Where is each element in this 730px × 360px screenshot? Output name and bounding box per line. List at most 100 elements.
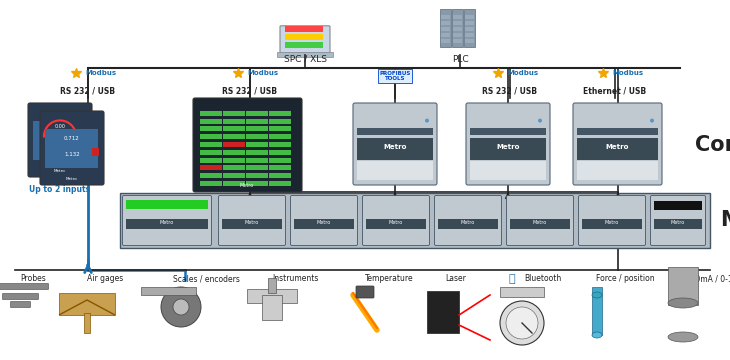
Bar [453,15,462,19]
Text: Metro: Metro [245,220,259,225]
Bar [441,39,450,43]
Text: Force / position: Force / position [596,274,655,283]
Text: 0.00: 0.00 [55,124,66,129]
Bar [427,291,459,333]
Bar [200,165,222,170]
Bar [246,165,268,170]
Bar [357,138,433,159]
Bar [200,173,222,178]
Bar [223,111,245,116]
Text: Up to 254 inputs: Up to 254 inputs [472,195,544,204]
Bar [200,158,222,163]
Text: Modbus: Modbus [612,70,643,76]
Bar [592,287,602,335]
Text: Laser: Laser [445,274,466,283]
Bar [269,111,291,116]
Bar [441,21,450,25]
Text: Up to 61 inputs: Up to 61 inputs [362,195,429,204]
Bar [246,111,268,116]
Text: Modbus: Modbus [247,70,278,76]
Circle shape [425,118,429,123]
Bar [223,158,245,163]
Text: Up to 2 inputs: Up to 2 inputs [29,185,91,194]
Text: ↑ Up to 99 inputs: ↑ Up to 99 inputs [210,200,285,209]
Text: Metro: Metro [383,144,407,150]
Bar [582,219,642,229]
Bar [465,15,474,19]
Bar [269,118,291,123]
Bar [269,173,291,178]
Bar [668,267,698,305]
Bar [246,150,268,155]
Bar [277,52,333,57]
Bar [268,278,276,293]
Bar [453,39,462,43]
Bar [222,219,282,229]
Bar [441,15,450,19]
Bar [453,27,462,31]
Bar [510,219,570,229]
Bar [357,161,433,180]
Bar [223,118,245,123]
Bar [465,27,474,31]
FancyBboxPatch shape [363,195,429,246]
Bar [246,173,268,178]
Bar [200,126,222,131]
Bar [200,134,222,139]
Bar [246,126,268,131]
Bar [262,295,282,320]
Bar [441,27,450,31]
Bar [453,21,462,25]
Bar [269,165,291,170]
Text: PLC: PLC [452,55,469,64]
Bar [269,134,291,139]
Text: Metro: Metro [66,177,78,181]
Text: Metro: Metro [389,220,403,225]
FancyBboxPatch shape [578,195,645,246]
Bar [285,34,323,40]
Bar [223,142,245,147]
FancyBboxPatch shape [356,286,374,298]
Bar [246,118,268,123]
Text: Temperature: Temperature [365,274,414,283]
Bar [357,129,433,135]
Bar [654,219,702,229]
Bar [120,193,710,248]
Bar [470,161,546,180]
Text: Ⓑ: Ⓑ [509,274,515,284]
Bar [285,26,323,32]
Circle shape [161,287,201,327]
Bar [223,181,245,186]
Bar [464,9,475,47]
Circle shape [650,118,654,123]
Text: PROFIBUS
TOOLS: PROFIBUS TOOLS [380,71,411,81]
Bar [269,150,291,155]
Bar [200,118,222,123]
Text: Metro: Metro [671,220,685,225]
Text: Multiplexers: Multiplexers [720,210,730,230]
Bar [577,138,658,159]
Bar [269,126,291,131]
Bar [269,158,291,163]
Text: Metro: Metro [240,183,254,188]
Bar [453,33,462,37]
Circle shape [538,118,542,123]
Text: Modbus: Modbus [507,70,538,76]
Text: SPC / XLS: SPC / XLS [283,55,326,64]
FancyBboxPatch shape [123,195,212,246]
Ellipse shape [668,298,698,308]
Bar [223,134,245,139]
FancyBboxPatch shape [291,195,358,246]
Bar [440,9,451,47]
Text: Metro: Metro [496,144,520,150]
Bar [246,158,268,163]
FancyBboxPatch shape [218,195,285,246]
FancyBboxPatch shape [280,26,330,53]
Bar [223,165,245,170]
Bar [247,289,297,303]
Text: Scales / encoders: Scales / encoders [173,274,240,283]
Bar [285,42,323,48]
Bar [465,33,474,37]
Bar [92,148,99,156]
Bar [246,181,268,186]
